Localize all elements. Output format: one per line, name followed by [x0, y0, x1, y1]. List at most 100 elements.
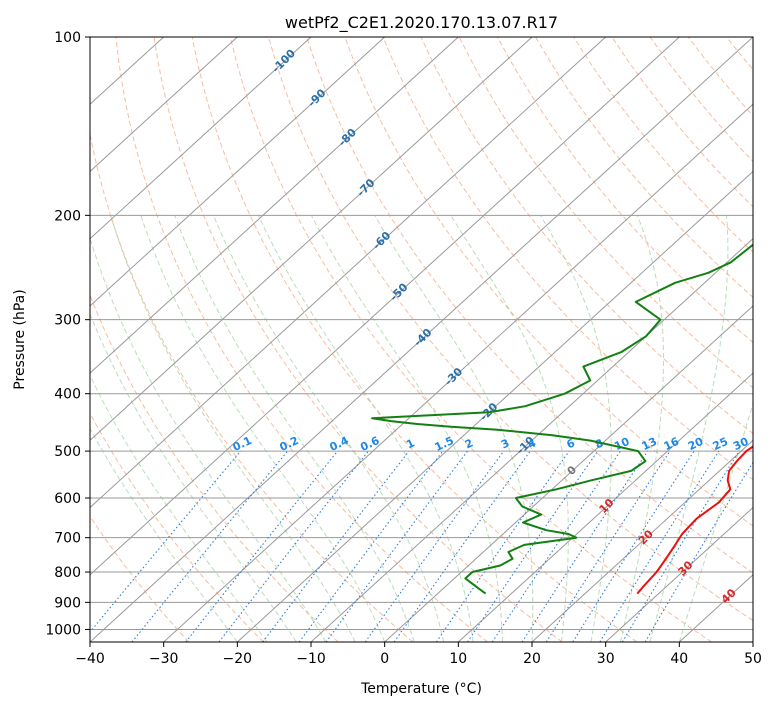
background-lines: [90, 37, 775, 642]
y-tick-label: 900: [54, 595, 81, 611]
dry-adiabat-line: [191, 37, 638, 642]
isotherm-line: [90, 37, 533, 442]
isotherm-line: [384, 305, 753, 642]
y-tick-label: 800: [54, 565, 81, 581]
mixing-ratio-label: 1: [404, 436, 416, 451]
mixing-ratio-label: 16: [662, 435, 682, 453]
mixing-ratio-line: [545, 450, 671, 642]
moist-adiabat-line: [213, 215, 445, 642]
mixing-ratio-line: [218, 450, 369, 642]
isotherm-line: [90, 37, 680, 576]
y-tick-label: 100: [54, 30, 81, 46]
x-tick-label: 50: [744, 651, 762, 667]
dry-adiabat-line: [90, 131, 414, 642]
x-tick-label: 10: [449, 651, 467, 667]
mixing-ratio-line: [185, 450, 339, 642]
mixing-ratio-label: 30: [731, 435, 751, 453]
dry-adiabat-line: [115, 37, 488, 642]
x-tick-label: 30: [597, 651, 615, 667]
isotherm-line: [752, 641, 753, 642]
x-axis: −40 −30 −20 −10 0 10 20 30 40 50: [75, 642, 762, 667]
y-tick-label: 200: [54, 208, 81, 224]
isotherm-line: [457, 372, 753, 642]
x-tick-label: 20: [523, 651, 541, 667]
mixing-ratio-label: 36: [752, 435, 772, 453]
mixing-ratio-line: [393, 450, 531, 642]
dry-adiabat-line: [687, 37, 753, 117]
mixing-ratio-line: [435, 450, 570, 642]
dry-adiabat-line: [153, 37, 563, 642]
dry-adiabat-line: [611, 37, 753, 208]
x-tick-label: −40: [75, 651, 105, 667]
x-tick-label: −10: [296, 651, 326, 667]
mixing-ratio-line: [599, 450, 720, 642]
dry-adiabat-line: [420, 37, 753, 435]
isotherm-line: [90, 37, 607, 509]
moist-adiabat-line: [539, 215, 612, 642]
moist-adiabat-line: [649, 215, 729, 642]
moist-adiabat-line: [140, 215, 386, 642]
x-tick-label: −20: [223, 651, 253, 667]
chart-title: wetPf2_C2E1.2020.170.13.07.R17: [285, 13, 558, 33]
dewpoint-profile-line: [371, 243, 753, 595]
mixing-ratio-line: [572, 450, 695, 642]
y-tick-label: 600: [54, 491, 81, 507]
dry-adiabat-line: [268, 37, 753, 622]
x-tick-label: −30: [149, 651, 179, 667]
moist-adiabat-line: [257, 215, 474, 642]
x-tick-label: 0: [380, 651, 389, 667]
moist-adiabat-line: [310, 215, 503, 642]
moist-adiabat-line: [90, 427, 238, 642]
mixing-ratio-line: [131, 450, 289, 642]
mixing-ratio-label: 20: [686, 435, 706, 453]
dry-adiabat-line: [765, 37, 775, 642]
dry-adiabat-line: [573, 37, 753, 253]
dry-adiabat-line: [382, 37, 753, 481]
isotherm-line: [163, 103, 753, 642]
mixing-ratio-label: 25: [711, 435, 730, 453]
mixing-ratio-line: [621, 450, 740, 642]
moist-adiabat-line: [678, 401, 753, 642]
y-axis-title: Pressure (hPa): [12, 289, 28, 389]
isotherm-line: [90, 37, 312, 240]
y-tick-label: 300: [54, 313, 81, 329]
mixing-ratio-line: [298, 450, 444, 642]
moist-adiabat-line: [90, 312, 297, 642]
series-lines: [371, 243, 753, 595]
y-tick-label: 1000: [45, 622, 81, 638]
isotherm-line: [90, 37, 238, 173]
mixing-ratio-line: [521, 450, 649, 642]
isotherm-line: [236, 170, 753, 642]
y-tick-label: 700: [54, 531, 81, 547]
y-tick-label: 400: [54, 387, 81, 403]
moist-adiabat-line: [90, 236, 327, 642]
mixing-ratio-label: 2: [463, 436, 475, 451]
dry-adiabat-line: [344, 37, 753, 527]
mixing-ratio-line: [90, 450, 242, 633]
x-tick-label: 40: [670, 651, 688, 667]
dry-adiabat-line: [649, 37, 753, 163]
dry-adiabat-line: [726, 37, 753, 71]
isotherm-line: [531, 439, 753, 642]
y-tick-label: 500: [54, 444, 81, 460]
x-axis-title: Temperature (°C): [360, 681, 482, 697]
dry-adiabat-line: [535, 37, 753, 298]
isotherm-line: [90, 37, 459, 374]
isotherm-label: -100: [269, 47, 298, 76]
moist-adiabat-line: [110, 215, 356, 642]
moist-adiabat-line: [174, 215, 415, 642]
mixing-ratio-label: 13: [640, 435, 659, 453]
moist-adiabat-line: [619, 215, 664, 642]
plot-frame: [89, 36, 754, 643]
mixing-ratio-line: [364, 450, 505, 642]
temperature-profile-line: [636, 445, 753, 595]
mixing-ratio-line: [467, 450, 599, 642]
moist-adiabat-line: [374, 215, 534, 642]
mixing-ratio-line: [325, 450, 468, 642]
dry-adiabat-line: [496, 37, 753, 344]
mixing-ratio-line: [262, 450, 410, 642]
mixing-ratio-line: [491, 450, 621, 642]
dry-adiabat-line: [90, 412, 264, 642]
dry-adiabat-line: [306, 37, 753, 574]
